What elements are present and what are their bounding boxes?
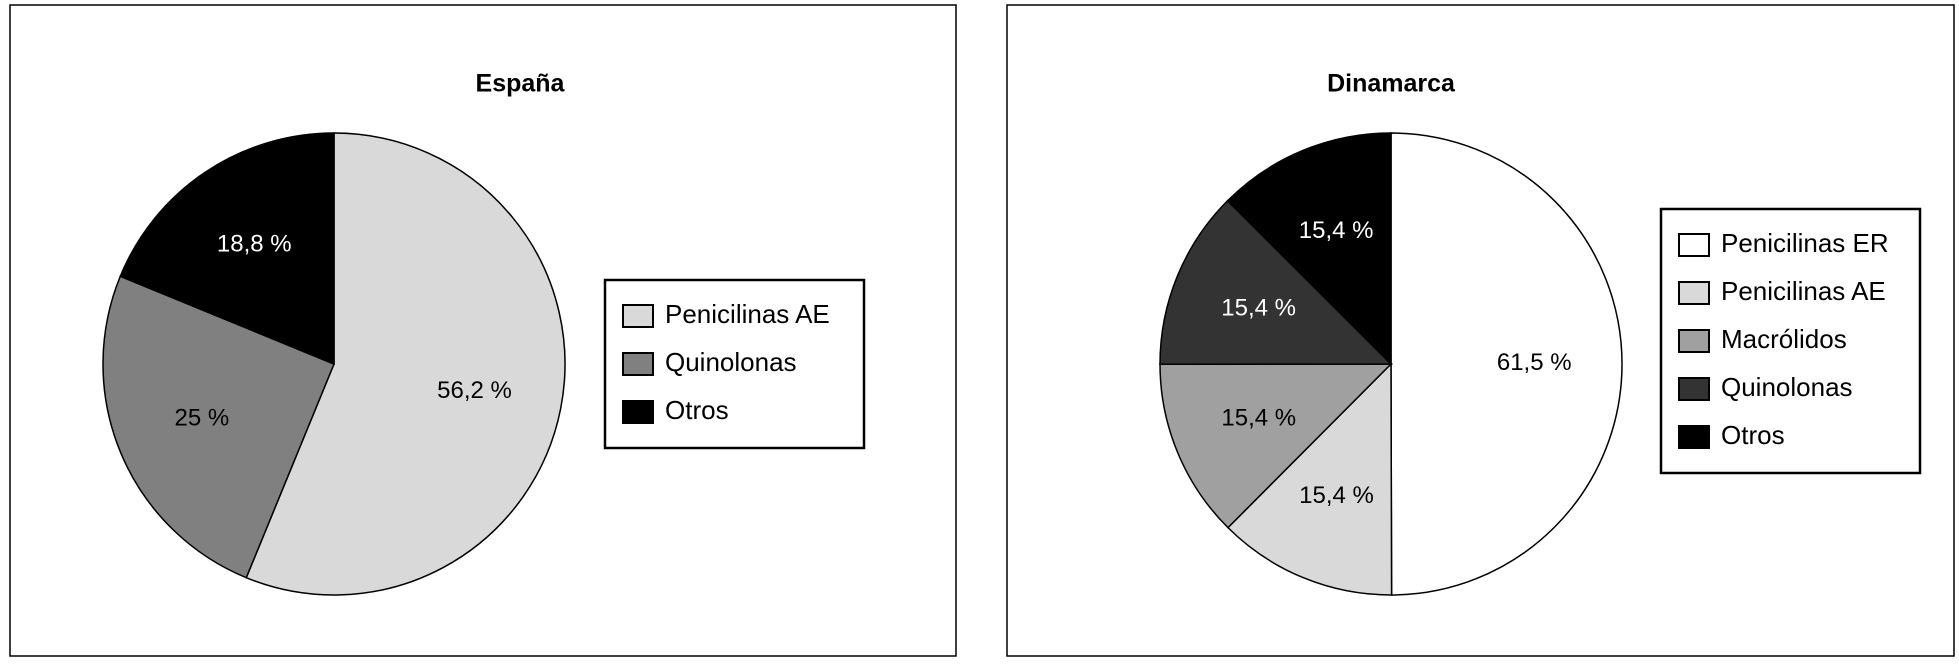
value-label: 15,4 % xyxy=(1299,217,1374,244)
pie-slice xyxy=(1226,132,1392,366)
chart-title: España xyxy=(476,70,566,98)
pie-slice xyxy=(245,132,566,596)
legend-label: Quinolonas xyxy=(665,347,797,377)
legend-label: Penicilinas AE xyxy=(1721,276,1886,306)
chart-title: Dinamarca xyxy=(1327,70,1456,98)
value-label: 61,5 % xyxy=(1497,349,1572,376)
pie-slice xyxy=(102,275,335,579)
legend-swatch xyxy=(622,352,654,376)
value-label: 25 % xyxy=(175,405,230,432)
legend-swatch xyxy=(1678,281,1710,305)
legend-label: Otros xyxy=(1721,420,1785,450)
value-label: 15,4 % xyxy=(1299,482,1374,509)
pie-slice xyxy=(1159,199,1393,366)
pie-slice xyxy=(1390,132,1623,596)
legend-label: Macrólidos xyxy=(1721,324,1847,354)
legend-label: Otros xyxy=(665,395,729,425)
legend-swatch xyxy=(1678,233,1710,257)
legend-swatch xyxy=(622,304,654,328)
value-label: 56,2 % xyxy=(437,377,512,404)
legend-swatch xyxy=(1678,425,1710,449)
legend-label: Penicilinas ER xyxy=(1721,228,1889,258)
value-label: 18,8 % xyxy=(217,230,292,257)
pie-slice xyxy=(1159,363,1393,529)
legend-swatch xyxy=(1678,377,1710,401)
legend-label: Penicilinas AE xyxy=(665,299,830,329)
pie-slice xyxy=(1226,362,1393,596)
legend-label: Quinolonas xyxy=(1721,372,1853,402)
pie-slice xyxy=(119,132,335,366)
legend-swatch xyxy=(1678,329,1710,353)
value-label: 15,4 % xyxy=(1221,295,1296,322)
value-label: 15,4 % xyxy=(1221,404,1296,431)
legend-swatch xyxy=(622,400,654,424)
